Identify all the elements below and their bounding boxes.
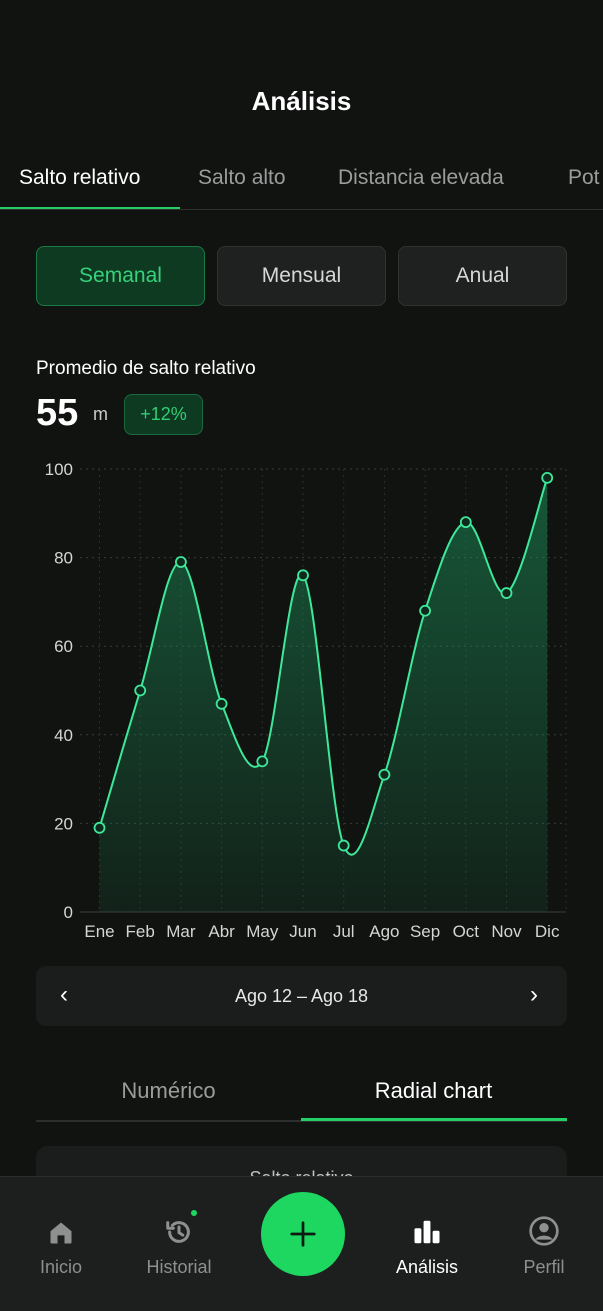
- data-point[interactable]: [134, 684, 147, 697]
- data-point[interactable]: [215, 697, 228, 710]
- add-button[interactable]: [261, 1192, 345, 1276]
- nav-label: Perfil: [523, 1257, 565, 1277]
- data-point[interactable]: [256, 755, 269, 768]
- chevron-right-icon[interactable]: ›: [530, 981, 538, 1008]
- nav-item-historial[interactable]: Historial: [129, 1210, 229, 1278]
- date-range-nav: ‹ Ago 12 – Ago 18 ›: [36, 966, 567, 1026]
- user-icon: [529, 1216, 559, 1246]
- history-icon: [166, 1221, 190, 1243]
- x-tick-label: Nov: [491, 922, 522, 941]
- date-range-label: Ago 12 – Ago 18: [234, 985, 369, 1006]
- y-tick-label: 60: [54, 637, 73, 656]
- stat-unit: m: [93, 404, 108, 424]
- x-tick-label: Jul: [333, 922, 355, 941]
- x-tick-label: Dic: [535, 922, 560, 941]
- period-semanal-button[interactable]: Semanal: [36, 246, 205, 306]
- data-point[interactable]: [297, 569, 309, 582]
- x-tick-label: Sep: [410, 922, 440, 941]
- plus-icon: [290, 1221, 316, 1247]
- nav-item-inicio[interactable]: Inicio: [11, 1213, 111, 1278]
- period-anual-button[interactable]: Anual: [398, 246, 567, 306]
- tab-salto-alto[interactable]: Salto alto: [198, 166, 286, 189]
- notification-dot: [191, 1210, 197, 1216]
- subtab-numerico[interactable]: Numérico: [121, 1078, 216, 1103]
- period-mensual-button[interactable]: Mensual: [217, 246, 386, 306]
- data-point[interactable]: [541, 471, 554, 484]
- x-tick-label: Abr: [208, 922, 235, 941]
- home-icon: [50, 1222, 72, 1244]
- data-point[interactable]: [419, 604, 432, 617]
- x-tick-label: Jun: [289, 922, 316, 941]
- y-tick-label: 80: [54, 549, 73, 568]
- page-title: Análisis: [251, 86, 352, 116]
- jump-chart: 0 20 40 60 80 100 Ene Feb Mar Abr May Jun Jul Ago Sep…: [45, 460, 567, 941]
- bottom-nav: Inicio Historial Análisis: [0, 1176, 603, 1311]
- tab-pot[interactable]: Pot: [568, 166, 600, 189]
- tab-salto-relativo[interactable]: Salto relativo: [19, 166, 141, 189]
- x-tick-label: Feb: [126, 922, 155, 941]
- x-tick-label: Ene: [84, 922, 114, 941]
- subtab-radial-chart[interactable]: Radial chart: [374, 1078, 493, 1103]
- tab-bar: Salto relativo Salto alto Distancia elev…: [0, 160, 603, 210]
- nav-label: Historial: [146, 1257, 212, 1277]
- x-tick-label: Oct: [453, 922, 480, 941]
- data-point[interactable]: [174, 556, 187, 568]
- tab-active-underline: [0, 207, 180, 209]
- data-point[interactable]: [93, 821, 106, 834]
- y-tick-label: 20: [54, 814, 73, 833]
- nav-item-perfil[interactable]: Perfil: [494, 1213, 594, 1278]
- x-tick-label: Ago: [369, 922, 399, 941]
- data-point[interactable]: [378, 768, 391, 781]
- y-tick-label: 100: [45, 460, 73, 479]
- data-point[interactable]: [337, 839, 350, 852]
- nav-label: Inicio: [39, 1257, 83, 1277]
- nav-label: Análisis: [395, 1257, 459, 1277]
- chevron-left-icon[interactable]: ‹: [60, 981, 68, 1008]
- stat-change-badge: +12%: [124, 394, 203, 435]
- view-subtabs: Numérico Radial chart: [36, 1070, 567, 1122]
- subtab-active-underline: [301, 1118, 567, 1121]
- y-tick-label: 40: [54, 726, 73, 745]
- stat-value: 55: [36, 392, 79, 434]
- data-point[interactable]: [500, 587, 513, 599]
- y-tick-label: 0: [64, 903, 73, 922]
- data-point[interactable]: [459, 516, 472, 529]
- bar-chart-icon: [414, 1220, 440, 1244]
- x-tick-label: May: [246, 922, 279, 941]
- tab-distancia-elevada[interactable]: Distancia elevada: [338, 166, 504, 189]
- x-tick-label: Mar: [166, 922, 196, 941]
- series-area: [99, 477, 548, 912]
- stat-label: Promedio de salto relativo: [36, 358, 256, 379]
- nav-item-analisis[interactable]: Análisis: [377, 1213, 477, 1278]
